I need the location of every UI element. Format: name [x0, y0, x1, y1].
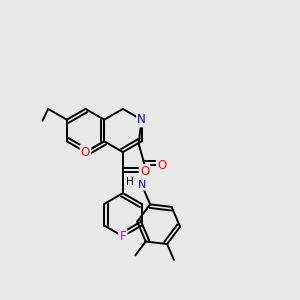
- Text: N: N: [137, 113, 146, 126]
- Text: N: N: [137, 179, 146, 190]
- Text: O: O: [140, 165, 149, 178]
- Text: F: F: [120, 230, 126, 243]
- Text: O: O: [157, 159, 167, 172]
- Text: F: F: [120, 231, 126, 241]
- Text: H: H: [126, 176, 134, 187]
- Text: O: O: [81, 146, 90, 159]
